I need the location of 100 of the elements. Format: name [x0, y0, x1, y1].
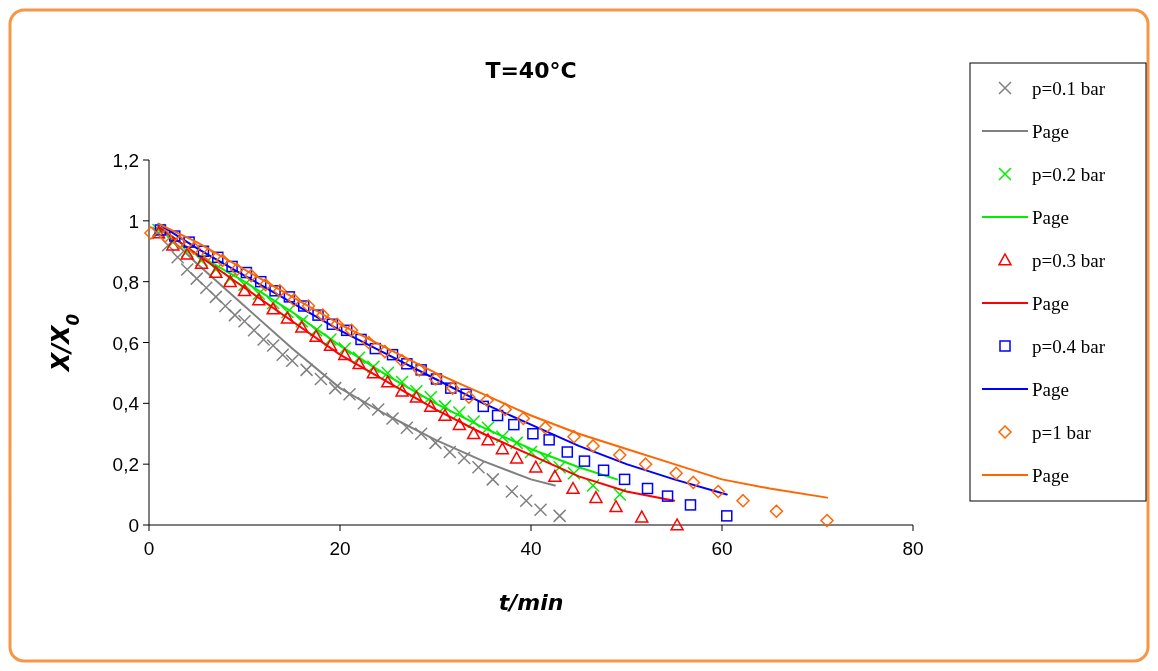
point — [340, 324, 353, 337]
x-axis-title: t/min — [498, 590, 564, 615]
point — [457, 451, 471, 465]
point — [409, 390, 424, 403]
point — [230, 262, 244, 277]
point — [414, 427, 428, 441]
legend-label: p=1 bar — [1032, 422, 1092, 443]
point — [423, 399, 438, 412]
point — [381, 366, 395, 380]
point — [187, 241, 201, 255]
point — [226, 260, 238, 273]
point — [480, 393, 494, 408]
point — [280, 311, 295, 324]
point — [529, 460, 543, 473]
point — [721, 510, 733, 522]
point — [401, 358, 413, 370]
point — [366, 360, 381, 374]
point — [299, 363, 314, 377]
point — [567, 466, 581, 481]
legend-label: Page — [1032, 465, 1069, 486]
point — [538, 451, 553, 465]
point — [314, 372, 328, 386]
point — [498, 402, 512, 417]
point — [736, 493, 750, 508]
point — [371, 402, 385, 417]
point — [486, 472, 500, 487]
point — [266, 296, 280, 310]
y-tick-label: 0,4 — [112, 393, 140, 415]
point — [237, 284, 252, 297]
x-tick-label: 60 — [711, 538, 733, 559]
point — [256, 332, 271, 347]
point — [323, 338, 338, 352]
point — [509, 436, 524, 450]
point — [355, 333, 367, 346]
legend-label: p=0.2 bar — [1032, 164, 1106, 185]
point — [199, 281, 214, 295]
point — [552, 460, 567, 474]
y-tick-label: 0,2 — [112, 454, 139, 476]
point — [661, 490, 674, 502]
point — [481, 433, 495, 446]
point — [589, 490, 603, 504]
legend-label: Page — [1032, 379, 1069, 400]
point — [462, 390, 476, 404]
point — [820, 513, 834, 528]
y-tick-label: 1 — [128, 210, 139, 232]
point — [338, 341, 352, 356]
point — [295, 314, 309, 328]
y-tick-label: 0,8 — [112, 271, 139, 293]
point — [252, 293, 266, 306]
point — [352, 350, 366, 365]
point — [495, 430, 510, 444]
point — [361, 335, 376, 350]
point — [144, 226, 158, 240]
point — [597, 464, 610, 476]
point — [287, 293, 301, 307]
point — [190, 271, 204, 286]
point — [567, 430, 581, 444]
point — [247, 323, 261, 338]
chart-title: T=40°C — [485, 58, 577, 83]
point — [466, 414, 481, 429]
point — [428, 436, 443, 450]
point — [552, 509, 567, 523]
point — [460, 388, 472, 400]
point — [769, 504, 784, 519]
point — [638, 457, 653, 471]
point — [443, 445, 457, 459]
point — [395, 375, 409, 389]
point — [386, 348, 399, 361]
point — [519, 493, 533, 508]
point — [578, 455, 591, 467]
point — [212, 251, 224, 264]
point — [344, 323, 359, 338]
legend-label: p=0.1 bar — [1032, 78, 1106, 99]
point — [561, 446, 574, 458]
point — [352, 357, 366, 370]
point — [395, 354, 409, 368]
point — [618, 473, 631, 486]
point — [237, 314, 252, 328]
point — [543, 434, 555, 446]
legend-label: p=0.3 bar — [1032, 250, 1106, 271]
point — [527, 428, 539, 440]
point — [209, 290, 223, 304]
point — [538, 420, 553, 435]
point — [516, 411, 531, 426]
point — [686, 475, 701, 490]
point — [338, 347, 352, 361]
point — [297, 300, 310, 312]
point — [237, 277, 252, 292]
point — [201, 247, 215, 262]
point — [266, 338, 280, 353]
point — [613, 487, 627, 502]
point — [533, 503, 548, 517]
point — [215, 253, 230, 268]
y-tick-label: 0 — [128, 515, 139, 536]
x-tick-label: 40 — [520, 538, 542, 559]
point — [524, 445, 538, 459]
point — [566, 481, 580, 495]
x-tick-label: 20 — [329, 538, 351, 559]
point — [586, 478, 600, 493]
x-tick-label: 80 — [902, 538, 924, 559]
